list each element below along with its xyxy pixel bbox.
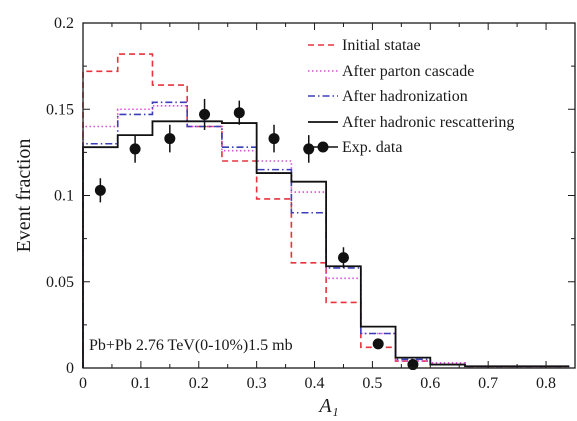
y-tick-label: 0.1 (54, 188, 74, 205)
y-tick-label: 0.15 (46, 101, 74, 118)
x-tick-label: 0.1 (131, 375, 151, 392)
x-tick-label: 0.7 (478, 375, 498, 392)
series-line (82, 101, 570, 368)
exp-data-point (129, 143, 141, 155)
exp-data-points (94, 98, 419, 371)
x-tick-label: 0.8 (536, 375, 556, 392)
annotation-text: Pb+Pb 2.76 TeV(0-10%)1.5 mb (89, 337, 293, 354)
legend: Initial statae After parton cascade After … (308, 37, 514, 156)
x-tick-label: 0.2 (189, 375, 209, 392)
series-layer (82, 53, 570, 368)
y-axis-title: Event fraction (13, 139, 35, 253)
exp-data-point (268, 133, 280, 145)
y-tick-label: 0.2 (54, 15, 74, 32)
x-tick-label: 0.3 (247, 375, 267, 392)
x-tick-label: 0.6 (420, 375, 440, 392)
x-tick-label: 0.5 (362, 375, 382, 392)
legend-label: Exp. data (342, 139, 402, 156)
legend-label: After hadronization (342, 88, 468, 105)
exp-data-point (164, 133, 176, 145)
legend-label: Initial statae (342, 37, 421, 54)
exp-data-point (337, 252, 349, 264)
legend-label: After hadronic rescattering (342, 114, 514, 131)
x-axis-title: A₁ (317, 395, 338, 417)
y-tick-label: 0.05 (46, 274, 74, 291)
exp-data-point (303, 143, 315, 155)
y-tick-label: 0 (66, 360, 74, 377)
exp-data-point (372, 338, 384, 350)
exp-data-point (407, 359, 419, 371)
exp-data-point (94, 184, 106, 196)
series-line (82, 120, 570, 368)
exp-data-point (199, 108, 211, 120)
legend-marker (317, 141, 329, 153)
exp-data-point (233, 107, 245, 119)
plot-frame (82, 22, 576, 369)
axes: 0 0.1 0.2 0.3 0.4 0.5 0.6 0.7 0.8 0 0.05 0.1 0.15 0.2… (13, 15, 576, 417)
x-tick-label: 0 (79, 375, 87, 392)
legend-label: After parton cascade (342, 63, 474, 80)
x-tick-label: 0.4 (305, 375, 325, 392)
